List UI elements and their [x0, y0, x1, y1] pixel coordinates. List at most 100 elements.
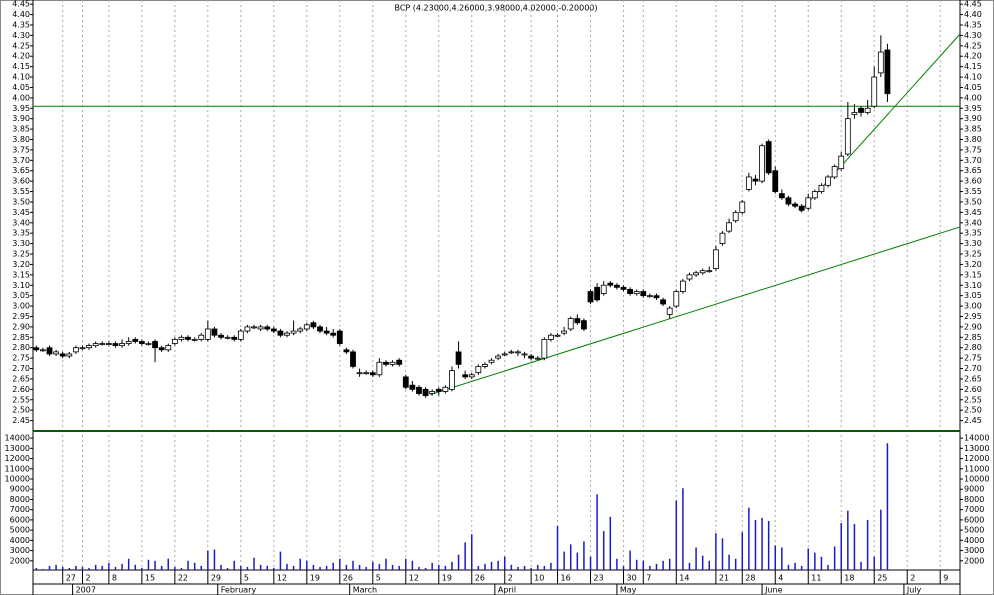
y-tick-label: 4.05 — [964, 83, 982, 92]
candle-body — [858, 107, 864, 113]
y-tick-label: 3.10 — [964, 281, 982, 290]
volume-bar — [438, 564, 440, 570]
candle-body — [363, 372, 370, 375]
y-tick-label: 2.55 — [12, 395, 30, 404]
candle-body — [614, 284, 620, 288]
y-tick-label: 4.45 — [964, 0, 982, 9]
volume-bar — [154, 560, 156, 570]
candle-body — [343, 349, 350, 353]
candle-body — [224, 336, 231, 339]
y-tick-label: 3.65 — [12, 166, 30, 175]
candle-body — [726, 222, 732, 232]
y-tick-label: 2.50 — [964, 406, 982, 415]
y-tick-label: 9000 — [10, 485, 30, 494]
y-tick-label: 3.45 — [12, 208, 30, 217]
candle-body — [765, 141, 772, 174]
volume-bar — [101, 565, 104, 570]
candle-body — [244, 326, 251, 332]
candle-body — [620, 286, 627, 290]
volume-bar — [649, 565, 651, 570]
candle-body — [39, 349, 46, 352]
volume-bar — [121, 563, 123, 570]
y-tick-label: 13000 — [964, 444, 989, 453]
volume-bar — [339, 558, 341, 570]
y-tick-label: 7000 — [964, 505, 984, 514]
candle-body — [567, 318, 574, 330]
y-tick-label: 6000 — [964, 515, 984, 524]
x-tick-label: 2 — [508, 574, 513, 583]
candle-body — [79, 347, 86, 350]
volume-bar — [325, 565, 328, 570]
y-tick-label: 2.65 — [12, 374, 30, 383]
volume-bar — [292, 565, 295, 570]
volume-bar — [675, 500, 678, 570]
y-tick-label: 2.95 — [12, 312, 30, 321]
candle-body — [59, 353, 66, 357]
volume-bar — [94, 564, 97, 570]
volume-bar — [193, 562, 196, 570]
volume-bar — [167, 558, 170, 570]
candle-body — [66, 353, 73, 357]
x-tick-label: 5 — [244, 574, 249, 583]
candle-body — [818, 184, 825, 192]
y-tick-label: 2.65 — [964, 374, 982, 383]
y-tick-label: 3.80 — [12, 135, 30, 144]
volume-bar — [853, 523, 856, 570]
y-tick-label: 2.45 — [964, 416, 982, 425]
candle-body — [442, 386, 449, 392]
y-tick-label: 2.85 — [12, 333, 30, 342]
y-tick-label: 4.05 — [12, 83, 30, 92]
volume-bar — [787, 564, 790, 570]
volume-bar — [55, 564, 57, 570]
volume-bar — [530, 567, 532, 570]
y-tick-label: 4.10 — [964, 73, 982, 82]
candle-body — [759, 145, 765, 182]
volume-bar — [583, 541, 585, 570]
volume-bar — [748, 507, 750, 570]
candle-body — [719, 232, 726, 245]
volume-bar — [550, 562, 552, 570]
volume-bar — [273, 567, 275, 570]
y-tick-label: 14000 — [964, 434, 989, 443]
candle-body — [422, 388, 429, 397]
candle-body — [673, 291, 680, 307]
x-tick-label: 27 — [66, 574, 76, 583]
y-tick-label: 3.55 — [12, 187, 30, 196]
volume-bar — [728, 554, 730, 570]
y-tick-label: 3.35 — [12, 229, 30, 238]
candle-body — [561, 330, 568, 334]
y-tick-label: 4000 — [964, 536, 984, 545]
y-tick-label: 3.00 — [964, 302, 982, 311]
y-tick-label: 4000 — [10, 536, 30, 545]
y-tick-label: 11000 — [5, 464, 30, 473]
candle-body — [72, 347, 79, 353]
volume-bar — [457, 554, 460, 570]
y-tick-label: 3.20 — [964, 260, 982, 269]
y-tick-label: 2.85 — [964, 333, 982, 342]
volume-bar — [873, 556, 875, 570]
volume-bar — [240, 565, 242, 570]
volume-bar — [411, 560, 414, 570]
volume-bar — [497, 560, 499, 570]
candle-body — [449, 370, 455, 390]
x-tick-label: 5 — [376, 574, 381, 583]
candle-body — [409, 384, 416, 390]
y-tick-label: 10000 — [964, 475, 989, 484]
candle-body — [132, 338, 139, 342]
candle-body — [838, 155, 845, 170]
volume-bar — [187, 560, 189, 570]
volume-bar — [266, 565, 268, 570]
x-tick-label: 10 — [534, 574, 544, 583]
y-tick-label: 3.60 — [964, 177, 982, 186]
y-tick-label: 4.20 — [964, 52, 982, 61]
y-tick-label: 8000 — [10, 495, 30, 504]
volume-bar — [200, 565, 202, 570]
y-tick-label: 12000 — [5, 454, 30, 463]
y-tick-label: 4.30 — [12, 31, 30, 40]
candle-body — [475, 366, 482, 374]
volume-bar — [800, 565, 803, 570]
volume-bar — [880, 509, 882, 570]
x-tick-label: 23 — [594, 574, 604, 583]
candle-body — [482, 363, 488, 367]
